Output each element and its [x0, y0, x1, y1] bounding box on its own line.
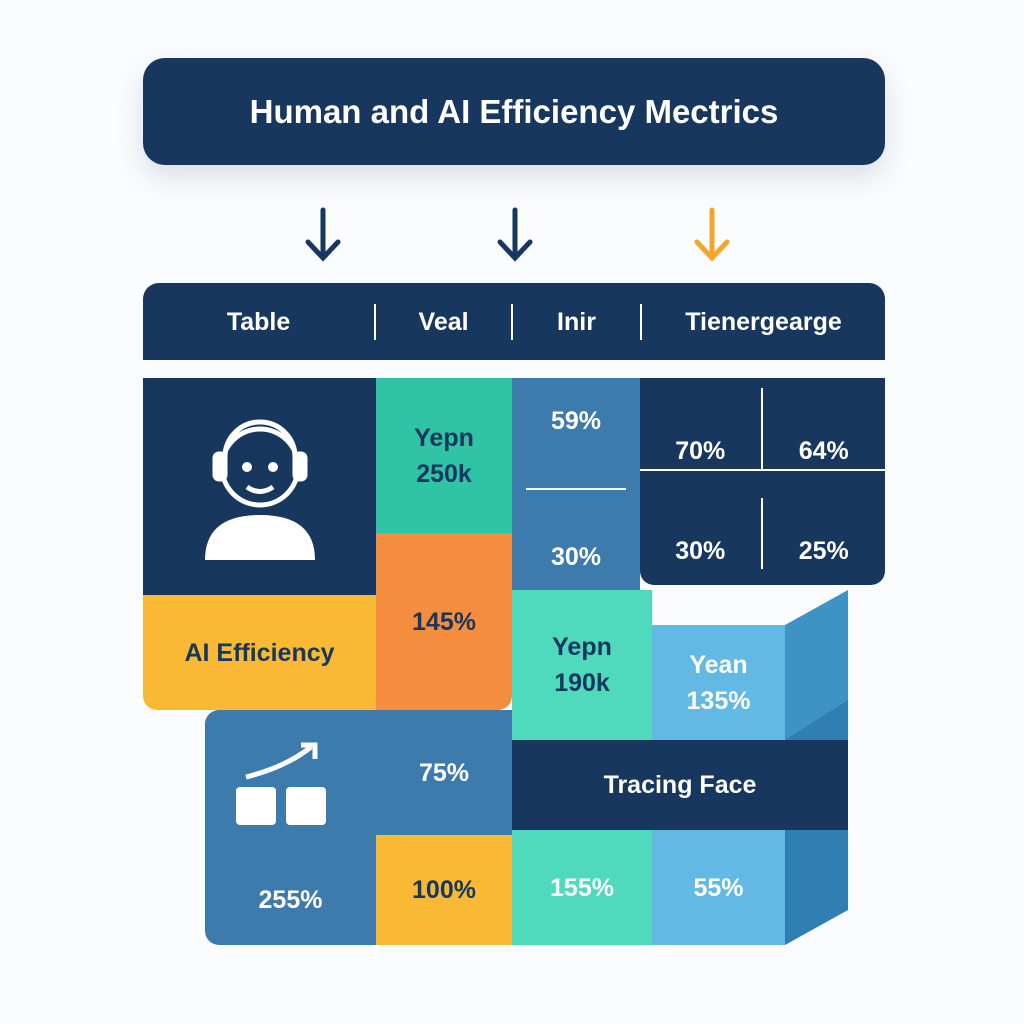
cell: 75%	[376, 710, 512, 835]
text: 25%	[798, 536, 849, 565]
text: 190k	[554, 669, 610, 697]
text: 30%	[550, 543, 602, 572]
text: 155%	[550, 873, 614, 902]
person-icon	[204, 419, 315, 560]
cell: 55%	[652, 830, 785, 945]
text: 100%	[412, 876, 476, 904]
text: 30%	[640, 497, 763, 569]
title-box: Human and AI Efficiency Mectrics	[143, 58, 885, 165]
growth-icon	[235, 742, 326, 826]
cell: 145%	[376, 533, 512, 710]
cell: 155%	[512, 830, 652, 945]
cell: Yean 135%	[652, 625, 785, 740]
grid-block: 70% 64% 30% 25%	[640, 378, 885, 585]
text: 250k	[416, 459, 472, 488]
text: 59%	[550, 406, 602, 435]
divider	[526, 487, 626, 490]
text: Tracing Face	[603, 771, 757, 799]
text: 64%	[762, 388, 885, 472]
text: 135%	[686, 686, 751, 715]
text: AI Efficiency	[184, 638, 335, 667]
title: Human and AI Efficiency Mectrics	[249, 92, 779, 130]
text: 55%	[693, 873, 744, 902]
cell: AI Efficiency	[143, 595, 376, 710]
header-bar: Table Veal Inir Tienergearge	[143, 283, 885, 360]
cell: 255%	[205, 710, 376, 945]
cell: 100%	[376, 835, 512, 945]
text: 255%	[258, 885, 323, 914]
text: Yean	[689, 650, 748, 679]
text: 75%	[418, 758, 470, 787]
avatar-block	[143, 378, 376, 595]
text: 70%	[640, 388, 763, 472]
cell: 59% 30%	[512, 378, 640, 600]
col: Veal	[374, 303, 511, 340]
col: Table	[226, 307, 291, 336]
cell: Yepn 190k	[512, 590, 652, 740]
col: Tienergearge	[639, 303, 885, 340]
text: Yepn	[552, 633, 612, 661]
col: Inir	[511, 303, 640, 340]
text: Yepn	[414, 423, 474, 452]
cell: Yepn 250k	[376, 378, 512, 533]
text: 145%	[412, 607, 476, 636]
cell: Tracing Face	[512, 740, 848, 830]
